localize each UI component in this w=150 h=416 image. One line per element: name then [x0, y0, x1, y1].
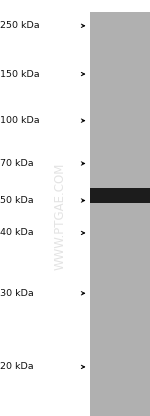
- Text: 100 kDa: 100 kDa: [0, 116, 40, 125]
- Text: 250 kDa: 250 kDa: [0, 21, 40, 30]
- Text: 50 kDa: 50 kDa: [0, 196, 34, 205]
- Text: 40 kDa: 40 kDa: [0, 228, 34, 238]
- Text: 20 kDa: 20 kDa: [0, 362, 34, 371]
- Text: 150 kDa: 150 kDa: [0, 69, 40, 79]
- Text: 70 kDa: 70 kDa: [0, 159, 34, 168]
- Text: 30 kDa: 30 kDa: [0, 289, 34, 298]
- Text: WWW.PTGAE.COM: WWW.PTGAE.COM: [54, 163, 66, 270]
- Bar: [90, 188, 150, 203]
- Bar: [90, 12, 150, 416]
